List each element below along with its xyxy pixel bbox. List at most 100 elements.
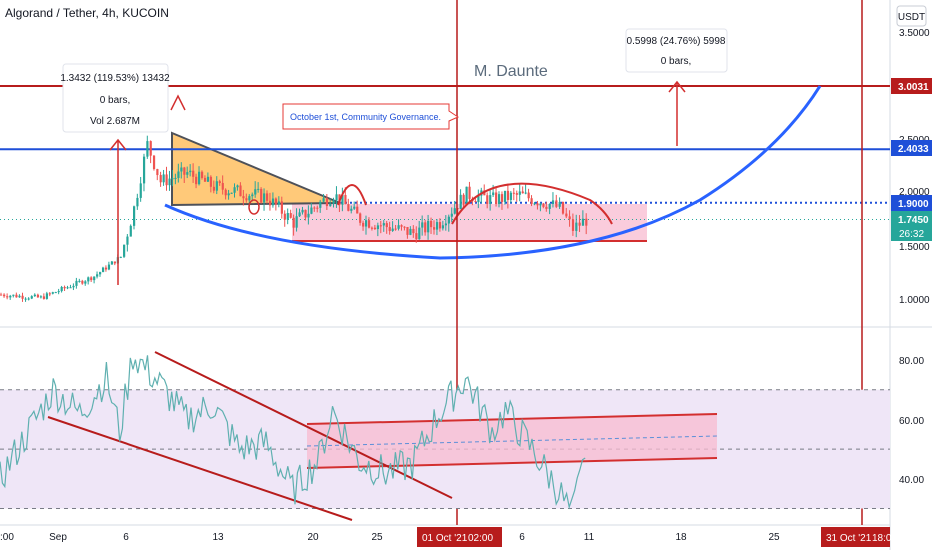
falling-trendline-lower[interactable] [47, 416, 353, 521]
candle-body [474, 201, 477, 203]
callout-text: October 1st, Community Governance. [290, 112, 441, 122]
last-price-label: 1.7450 [898, 215, 929, 226]
candle-body [177, 171, 180, 178]
candle-body [444, 223, 448, 226]
candle-body [530, 198, 533, 204]
candle-body [486, 195, 489, 204]
candle-body [30, 296, 33, 299]
osc-tick: 60.00 [899, 416, 924, 427]
candle-body [66, 287, 69, 289]
candle-body [81, 280, 84, 284]
candle-body [221, 182, 224, 190]
candle-body [495, 192, 498, 204]
price-label-bg [891, 195, 932, 211]
candle-body [353, 206, 356, 209]
time-axis[interactable]: :00 Sep 6 13 20 25 6 11 18 25 01 Oct '21… [0, 527, 892, 547]
consolidation-range[interactable] [292, 204, 647, 241]
candle-body [561, 202, 565, 214]
candle-body [316, 207, 319, 209]
candle-body [156, 169, 159, 176]
price-tick: 2.0000 [899, 187, 930, 198]
oscillator-pane[interactable] [0, 351, 890, 521]
cup-curve[interactable] [164, 85, 822, 260]
candle-body [388, 227, 391, 231]
candle-body [280, 201, 283, 214]
candle-body [555, 200, 558, 207]
candle-body [350, 208, 353, 211]
candle-body [367, 220, 371, 228]
candle-body [123, 244, 126, 257]
candle-body [63, 286, 66, 289]
candle-body [385, 223, 388, 228]
falling-trendline-upper[interactable] [154, 351, 453, 499]
callout-annotation[interactable]: October 1st, Community Governance. [282, 103, 460, 130]
candle-body [6, 296, 9, 298]
candle-body [536, 203, 539, 206]
candle-body [218, 181, 221, 183]
candle-body [72, 285, 75, 288]
candle-body [51, 292, 54, 294]
time-tick: 11 [584, 532, 595, 543]
measure-left-change: 1.3432 (119.53%) 13432 [60, 73, 170, 84]
candle-body [195, 176, 198, 185]
candle-body [412, 228, 415, 234]
target-arrow-left[interactable] [170, 94, 186, 111]
candle-body [236, 185, 239, 188]
candle-body [489, 195, 492, 204]
candle-body [283, 213, 286, 220]
candle-body [139, 183, 142, 198]
measure-tooltip-right: 0.5998 (24.76%) 5998 0 bars, [625, 28, 728, 73]
oscillator-axis[interactable]: 80.00 60.00 40.00 [899, 356, 924, 486]
candle-body [168, 178, 171, 186]
candle-body [435, 222, 439, 230]
candle-body [212, 186, 215, 191]
candle-body [133, 206, 136, 226]
candle-body [104, 267, 108, 270]
candle-body [9, 295, 12, 298]
candle-body [162, 174, 165, 183]
candle-body [42, 296, 46, 299]
channel-top[interactable] [306, 413, 718, 425]
candle-body [438, 222, 442, 229]
candle-body [165, 174, 168, 186]
price-label: 3.0031 [898, 82, 929, 93]
candle-body [57, 291, 60, 293]
time-tick: 25 [371, 532, 383, 543]
time-tick: 6 [519, 532, 525, 543]
candle-body [565, 213, 568, 217]
currency-box[interactable] [896, 5, 927, 27]
candle-body [54, 292, 57, 294]
measure-left-volume: Vol 2.687M [90, 116, 140, 127]
candle-body [174, 177, 177, 179]
rounding-top-arc[interactable] [451, 182, 613, 225]
candle-body [462, 194, 465, 205]
candle-body [335, 194, 338, 201]
candle-body [370, 227, 374, 229]
candle-body [418, 227, 421, 240]
measure-tooltip-left: 1.3432 (119.53%) 13432 0 bars, Vol 2.687… [60, 63, 170, 133]
candle-body [142, 156, 146, 184]
candle-body [12, 294, 15, 296]
candle-body [126, 236, 129, 245]
candle-body [60, 286, 63, 292]
candle-body [78, 280, 81, 282]
candle-body [257, 188, 260, 190]
measure-arrow-right[interactable] [668, 80, 686, 146]
measure-arrow-left[interactable] [109, 138, 127, 285]
candle-body [200, 171, 204, 178]
handle-arc[interactable] [337, 184, 367, 206]
candle-body [512, 192, 515, 194]
candle-body [292, 217, 295, 228]
osc-tick: 80.00 [899, 356, 924, 367]
candle-body [409, 228, 412, 235]
candle-body [27, 298, 30, 300]
candle-body [198, 171, 201, 185]
oscillator-line[interactable] [0, 355, 586, 510]
candle-body [224, 189, 227, 196]
candle-body [465, 186, 468, 205]
candle-body [295, 216, 298, 228]
channel-bottom[interactable] [306, 457, 718, 469]
candle-body [415, 233, 418, 240]
candle-body [248, 196, 251, 201]
